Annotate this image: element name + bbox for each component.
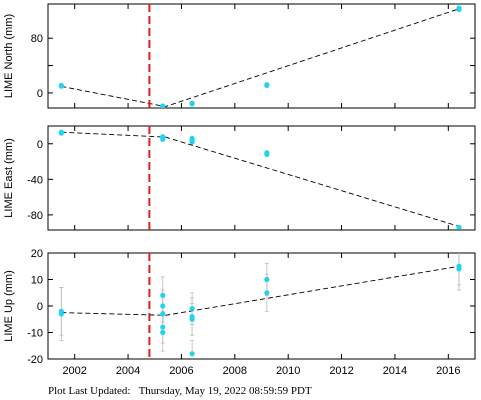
y-tick-label: -10 — [27, 328, 43, 340]
y-tick-label: 10 — [31, 275, 43, 287]
data-point — [160, 311, 166, 317]
y-axis-title: LIME East (mm) — [3, 138, 15, 217]
data-point — [189, 306, 195, 312]
plot-footer: Plot Last Updated: Thursday, May 19, 202… — [48, 385, 312, 397]
panel-east: -80 -40 0 LIME East (mm) — [3, 125, 476, 231]
data-point — [189, 100, 195, 106]
data-point — [189, 139, 195, 145]
data-point — [160, 303, 166, 309]
data-point — [264, 276, 270, 283]
y-tick-label: -40 — [27, 174, 43, 186]
footer-timestamp: Thursday, May 19, 2022 08:59:59 PDT — [138, 385, 312, 397]
x-tick-label: 2008 — [223, 365, 247, 377]
data-point — [456, 266, 462, 272]
x-tick-label: 2016 — [436, 365, 460, 377]
y-tick-label: 0 — [37, 88, 43, 100]
plot-area — [58, 5, 462, 108]
plot-area — [58, 129, 462, 230]
panel-up: 2002 2004 2006 2008 2010 2012 2014 2016 -20 -10 0 1… — [3, 248, 476, 377]
y-tick-label: -80 — [27, 210, 43, 222]
data-point — [160, 292, 166, 298]
x-tick-label: 2006 — [169, 365, 193, 377]
x-tick-label: 2012 — [329, 365, 353, 377]
footer-label: Plot Last Updated: — [48, 385, 131, 397]
data-point — [160, 329, 166, 336]
trend-line — [61, 131, 460, 227]
y-axis-title: LIME Up (mm) — [3, 270, 15, 342]
data-point — [160, 324, 166, 330]
y-tick-label: 0 — [37, 139, 43, 151]
data-point — [264, 82, 270, 88]
panel-frame — [47, 125, 476, 231]
data-point — [456, 224, 462, 230]
y-tick-label: 20 — [31, 248, 43, 260]
data-point — [189, 351, 195, 357]
panel-frame — [47, 252, 476, 360]
data-point — [58, 311, 64, 317]
data-point — [58, 82, 64, 89]
panel-frame — [47, 3, 476, 109]
data-point — [160, 136, 166, 142]
trend-line — [61, 8, 460, 108]
y-tick-label: 80 — [31, 33, 43, 45]
data-point — [160, 104, 166, 108]
x-tick-label: 2010 — [276, 365, 300, 377]
panel-north: 0 80 LIME North (mm) — [3, 3, 476, 109]
x-tick-label: 2014 — [383, 365, 407, 377]
data-point — [58, 129, 64, 135]
data-point — [264, 290, 270, 296]
data-point — [456, 5, 462, 11]
data-point — [189, 316, 195, 322]
x-tick-label: 2002 — [62, 365, 86, 377]
trend-line — [61, 265, 460, 316]
y-tick-label: -20 — [27, 354, 43, 366]
y-axis-title: LIME North (mm) — [3, 14, 15, 98]
plot-area — [58, 253, 462, 359]
y-tick-label: 0 — [37, 301, 43, 313]
data-point — [264, 151, 270, 158]
x-tick-label: 2004 — [116, 365, 140, 377]
